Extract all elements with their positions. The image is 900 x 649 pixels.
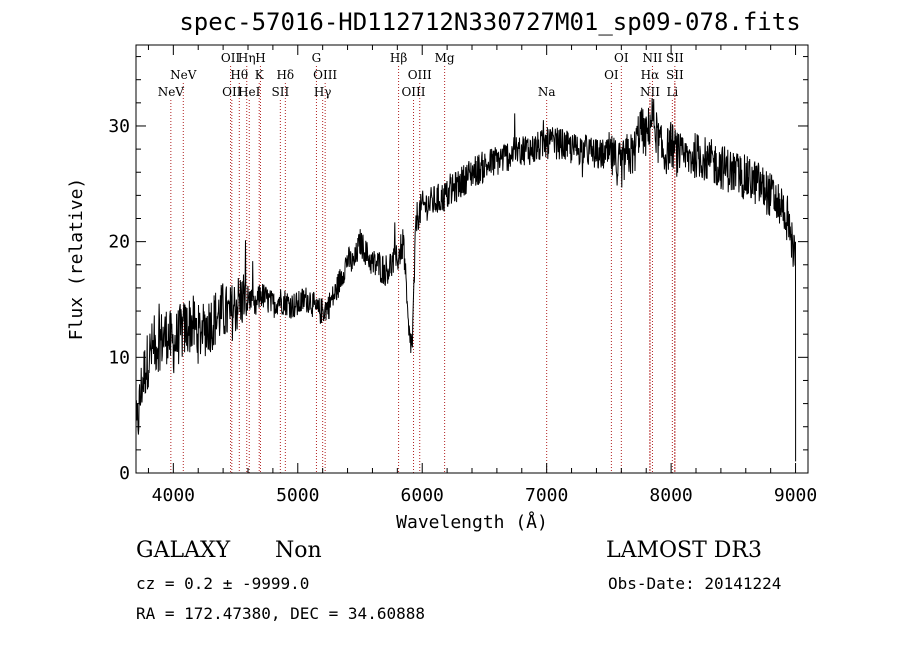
survey-name: LAMOST DR3 — [606, 538, 762, 563]
x-tick-label: 8000 — [649, 485, 692, 506]
line-label-7: H — [255, 51, 265, 65]
line-label-17: Mg — [435, 51, 455, 65]
y-tick-label: 10 — [108, 347, 130, 368]
line-label-4: OII — [222, 85, 242, 99]
line-label-12: OIII — [313, 68, 337, 82]
object-subclass: Non — [275, 538, 322, 563]
observation-date: Obs-Date: 20141224 — [608, 574, 782, 593]
line-label-1: NeV — [170, 68, 197, 82]
y-tick-label: 20 — [108, 232, 130, 253]
x-tick-label: 9000 — [774, 485, 817, 506]
line-label-25: SII — [666, 68, 684, 82]
emission-line-markers — [170, 66, 676, 473]
line-label-23: NII — [640, 85, 660, 99]
line-label-15: OIII — [408, 68, 432, 82]
line-label-3: Hθ — [230, 68, 248, 82]
coordinates: RA = 172.47380, DEC = 34.60888 — [136, 604, 425, 623]
line-label-21: NII — [642, 51, 662, 65]
line-label-18: Na — [538, 85, 556, 99]
line-label-8: K — [255, 68, 265, 82]
line-label-9: Hδ — [276, 68, 294, 82]
y-tick-label: 0 — [119, 463, 130, 484]
line-label-0: NeV — [158, 85, 185, 99]
x-tick-label: 7000 — [525, 485, 568, 506]
redshift-cz: cz = 0.2 ± -9999.0 — [136, 574, 310, 593]
plot-frame — [135, 44, 809, 474]
line-label-2: OII — [221, 51, 241, 65]
spectrum-line — [135, 97, 797, 462]
x-tick-label: 4000 — [152, 485, 195, 506]
x-tick-label: 5000 — [276, 485, 319, 506]
line-label-24: SII — [666, 51, 684, 65]
line-label-5: Hη — [238, 51, 256, 65]
line-label-26: Li — [666, 85, 678, 99]
line-label-16: OIII — [401, 85, 425, 99]
object-class: GALAXY — [136, 538, 231, 563]
spectrum-series — [135, 97, 797, 462]
line-label-14: Hβ — [390, 51, 407, 65]
axis-ticks: 4000 5000 6000 7000 8000 9000 0 10 20 30 — [108, 45, 817, 506]
line-label-11: G — [312, 51, 322, 65]
line-label-13: Hγ — [314, 85, 332, 99]
y-tick-label: 30 — [108, 116, 130, 137]
line-label-10: SII — [272, 85, 290, 99]
line-label-20: OI — [604, 68, 619, 82]
line-label-19: OI — [614, 51, 629, 65]
x-axis-label: Wavelength (Å) — [396, 511, 548, 533]
line-label-6: HeI — [238, 85, 261, 99]
x-tick-label: 6000 — [401, 485, 444, 506]
chart-title: spec-57016-HD112712N330727M01_sp09-078.f… — [179, 8, 801, 36]
line-label-22: Hα — [641, 68, 660, 82]
y-axis-label: Flux (relative) — [66, 178, 87, 341]
